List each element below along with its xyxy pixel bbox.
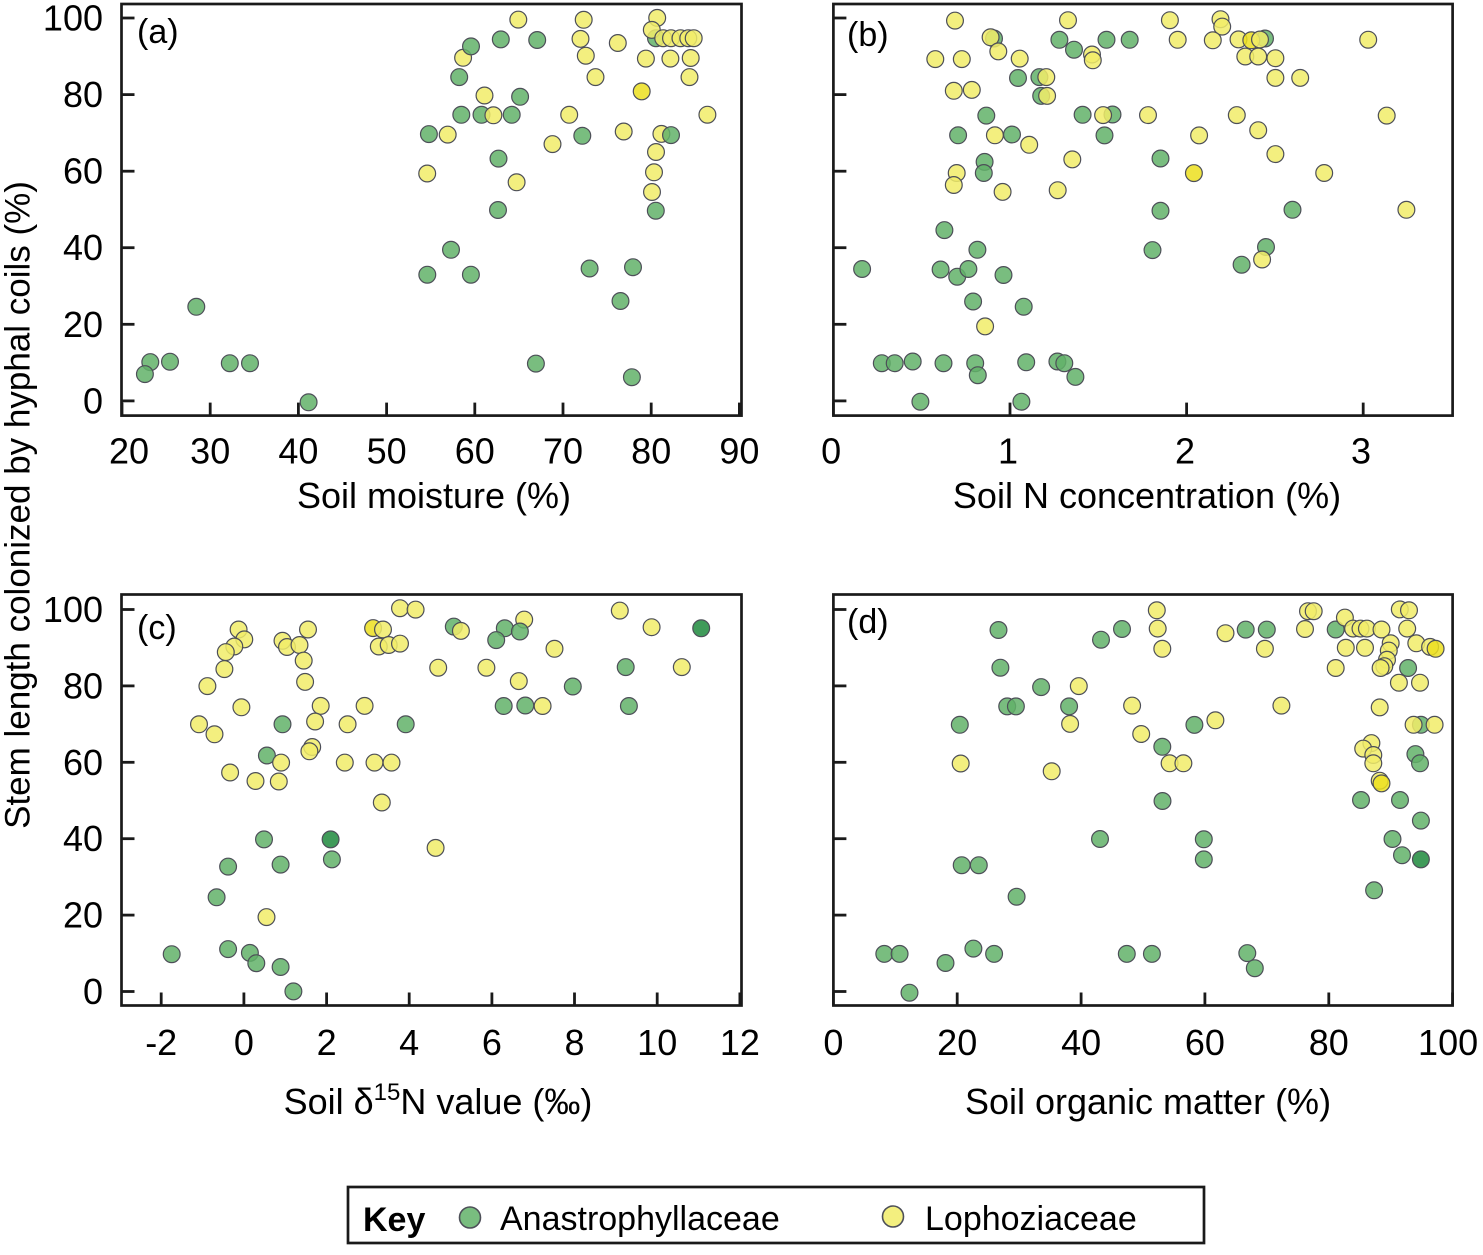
svg-text:Soil moisture (%): Soil moisture (%) bbox=[297, 475, 571, 516]
svg-text:10: 10 bbox=[637, 1022, 677, 1063]
svg-text:2: 2 bbox=[317, 1022, 337, 1063]
svg-text:40: 40 bbox=[63, 818, 103, 859]
svg-text:40: 40 bbox=[278, 431, 318, 472]
svg-text:90: 90 bbox=[719, 431, 759, 472]
svg-text:20: 20 bbox=[937, 1022, 977, 1063]
svg-text:70: 70 bbox=[543, 431, 583, 472]
svg-text:0: 0 bbox=[823, 1022, 843, 1063]
svg-text:60: 60 bbox=[1185, 1022, 1225, 1063]
svg-text:100: 100 bbox=[1418, 1022, 1478, 1063]
svg-text:0: 0 bbox=[83, 380, 103, 421]
svg-text:Soil organic matter (%): Soil organic matter (%) bbox=[965, 1081, 1331, 1122]
svg-text:100: 100 bbox=[43, 0, 103, 39]
svg-text:12: 12 bbox=[720, 1022, 760, 1063]
svg-text:60: 60 bbox=[63, 742, 103, 783]
svg-text:0: 0 bbox=[234, 1022, 254, 1063]
svg-text:Soil N concentration (%): Soil N concentration (%) bbox=[953, 475, 1341, 516]
svg-text:Key: Key bbox=[363, 1201, 425, 1239]
svg-text:Anastrophyllaceae: Anastrophyllaceae bbox=[500, 1200, 780, 1238]
svg-text:(a): (a) bbox=[137, 13, 179, 51]
svg-text:40: 40 bbox=[63, 227, 103, 268]
svg-text:6: 6 bbox=[482, 1022, 502, 1063]
svg-text:8: 8 bbox=[564, 1022, 584, 1063]
svg-text:80: 80 bbox=[63, 74, 103, 115]
svg-text:80: 80 bbox=[1309, 1022, 1349, 1063]
svg-text:100: 100 bbox=[43, 589, 103, 630]
svg-text:(d): (d) bbox=[847, 603, 889, 641]
svg-text:3: 3 bbox=[1351, 431, 1371, 472]
svg-text:30: 30 bbox=[190, 431, 230, 472]
svg-text:20: 20 bbox=[63, 895, 103, 936]
svg-text:20: 20 bbox=[63, 304, 103, 345]
svg-text:0: 0 bbox=[83, 971, 103, 1012]
svg-text:0: 0 bbox=[821, 431, 841, 472]
svg-text:Lophoziaceae: Lophoziaceae bbox=[925, 1200, 1137, 1238]
svg-text:80: 80 bbox=[63, 665, 103, 706]
svg-text:(b): (b) bbox=[847, 16, 889, 54]
svg-text:60: 60 bbox=[455, 431, 495, 472]
svg-text:-2: -2 bbox=[145, 1022, 177, 1063]
svg-text:4: 4 bbox=[399, 1022, 419, 1063]
svg-text:40: 40 bbox=[1061, 1022, 1101, 1063]
svg-text:1: 1 bbox=[998, 431, 1018, 472]
svg-text:Stem length colonized by hypha: Stem length colonized by hyphal coils (%… bbox=[0, 181, 38, 829]
svg-text:Soil δ15N value (‰): Soil δ15N value (‰) bbox=[284, 1079, 593, 1122]
svg-text:60: 60 bbox=[63, 151, 103, 192]
svg-text:2: 2 bbox=[1175, 431, 1195, 472]
svg-text:(c): (c) bbox=[137, 609, 177, 647]
svg-text:50: 50 bbox=[367, 431, 407, 472]
svg-text:20: 20 bbox=[109, 431, 149, 472]
svg-text:80: 80 bbox=[631, 431, 671, 472]
